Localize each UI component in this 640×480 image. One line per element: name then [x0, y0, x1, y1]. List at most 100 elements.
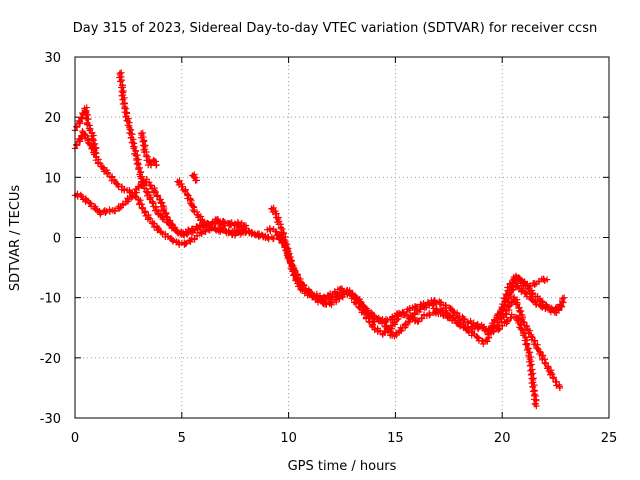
series-track-4 [116, 69, 250, 239]
data-point-marker [368, 323, 376, 330]
data-point-marker [93, 150, 100, 157]
data-point-marker [518, 288, 525, 295]
data-point-marker [152, 188, 159, 196]
y-tick-label: -30 [40, 412, 61, 427]
data-point-marker [282, 243, 289, 250]
data-point-marker [117, 84, 125, 91]
data-point-marker [82, 198, 89, 205]
x-tick-label: 20 [494, 431, 511, 446]
data-point-marker [241, 223, 248, 231]
data-point-marker [527, 371, 535, 379]
data-point-marker [502, 291, 510, 298]
plot-frame [74, 56, 610, 419]
data-point-marker [129, 131, 136, 138]
data-point-marker [289, 262, 296, 269]
data-point-marker [497, 308, 504, 316]
series-track-10 [274, 231, 564, 392]
series-track-3 [71, 104, 100, 157]
y-tick-label: -10 [40, 292, 61, 307]
data-series [71, 69, 568, 410]
data-point-marker [550, 374, 558, 381]
data-point-marker [529, 388, 537, 395]
data-point-marker [264, 234, 271, 241]
data-point-marker [242, 229, 249, 236]
data-point-marker [293, 274, 301, 282]
data-point-marker [87, 200, 94, 207]
data-point-marker [164, 233, 172, 241]
data-point-marker [178, 231, 185, 238]
x-tick-label: 25 [601, 431, 618, 446]
data-point-marker [519, 315, 526, 323]
data-point-marker [321, 294, 328, 301]
data-point-marker [139, 138, 146, 145]
data-point-marker [560, 294, 568, 301]
data-point-marker [141, 185, 148, 192]
data-point-marker [146, 179, 153, 186]
data-point-marker [523, 322, 530, 330]
data-point-marker [153, 193, 161, 200]
data-point-marker [533, 402, 540, 410]
data-point-marker [138, 204, 146, 212]
data-point-marker [141, 146, 149, 153]
data-point-marker [124, 195, 131, 202]
data-point-marker [286, 258, 294, 266]
data-point-marker [150, 223, 158, 231]
x-tick-label: 15 [387, 431, 404, 446]
data-point-marker [158, 199, 166, 206]
data-point-marker [150, 220, 157, 228]
x-tick-label: 10 [280, 431, 297, 446]
data-point-marker [134, 159, 142, 167]
data-point-marker [111, 207, 119, 215]
data-point-marker [131, 150, 138, 157]
data-point-marker [85, 115, 92, 123]
x-axis-label: GPS time / hours [288, 459, 397, 474]
data-point-marker [202, 228, 209, 235]
data-point-marker [556, 384, 564, 392]
data-point-marker [489, 324, 497, 331]
data-point-marker [117, 78, 124, 85]
data-point-marker [126, 126, 134, 133]
data-point-marker [146, 181, 154, 189]
data-point-marker [507, 314, 514, 321]
data-point-marker [442, 301, 449, 309]
data-point-marker [149, 199, 156, 207]
data-point-marker [146, 215, 154, 222]
data-point-marker [500, 294, 508, 302]
data-point-marker [113, 180, 121, 188]
data-point-marker [479, 324, 486, 331]
data-point-marker [504, 317, 511, 325]
x-tick-label: 5 [178, 431, 186, 446]
y-tick-label: 30 [44, 51, 61, 66]
data-point-marker [498, 310, 505, 317]
data-point-marker [413, 316, 421, 324]
data-point-marker [144, 188, 152, 195]
data-point-marker [514, 300, 521, 308]
data-point-marker [394, 312, 402, 320]
data-point-marker [140, 133, 147, 141]
data-point-marker [272, 228, 279, 235]
data-point-marker [306, 288, 313, 295]
data-point-marker [159, 207, 167, 214]
series-track-6 [174, 177, 250, 232]
data-point-marker [365, 318, 373, 325]
data-point-marker [320, 293, 327, 301]
data-point-marker [77, 132, 85, 140]
data-point-marker [526, 349, 534, 356]
data-point-marker [137, 197, 144, 204]
data-point-marker [407, 316, 414, 323]
data-point-marker [104, 170, 112, 177]
y-tick-label: 0 [53, 232, 61, 247]
x-tick-label: 0 [71, 431, 79, 446]
data-point-marker [429, 301, 436, 309]
data-point-marker [73, 123, 80, 130]
data-point-marker [400, 309, 408, 316]
data-point-marker [193, 232, 201, 240]
data-point-marker [134, 151, 141, 159]
data-point-marker [272, 210, 279, 218]
data-point-marker [141, 209, 148, 217]
data-point-marker [193, 177, 200, 184]
data-point-marker [280, 230, 288, 237]
data-point-marker [552, 379, 559, 386]
data-point-marker [457, 321, 464, 329]
